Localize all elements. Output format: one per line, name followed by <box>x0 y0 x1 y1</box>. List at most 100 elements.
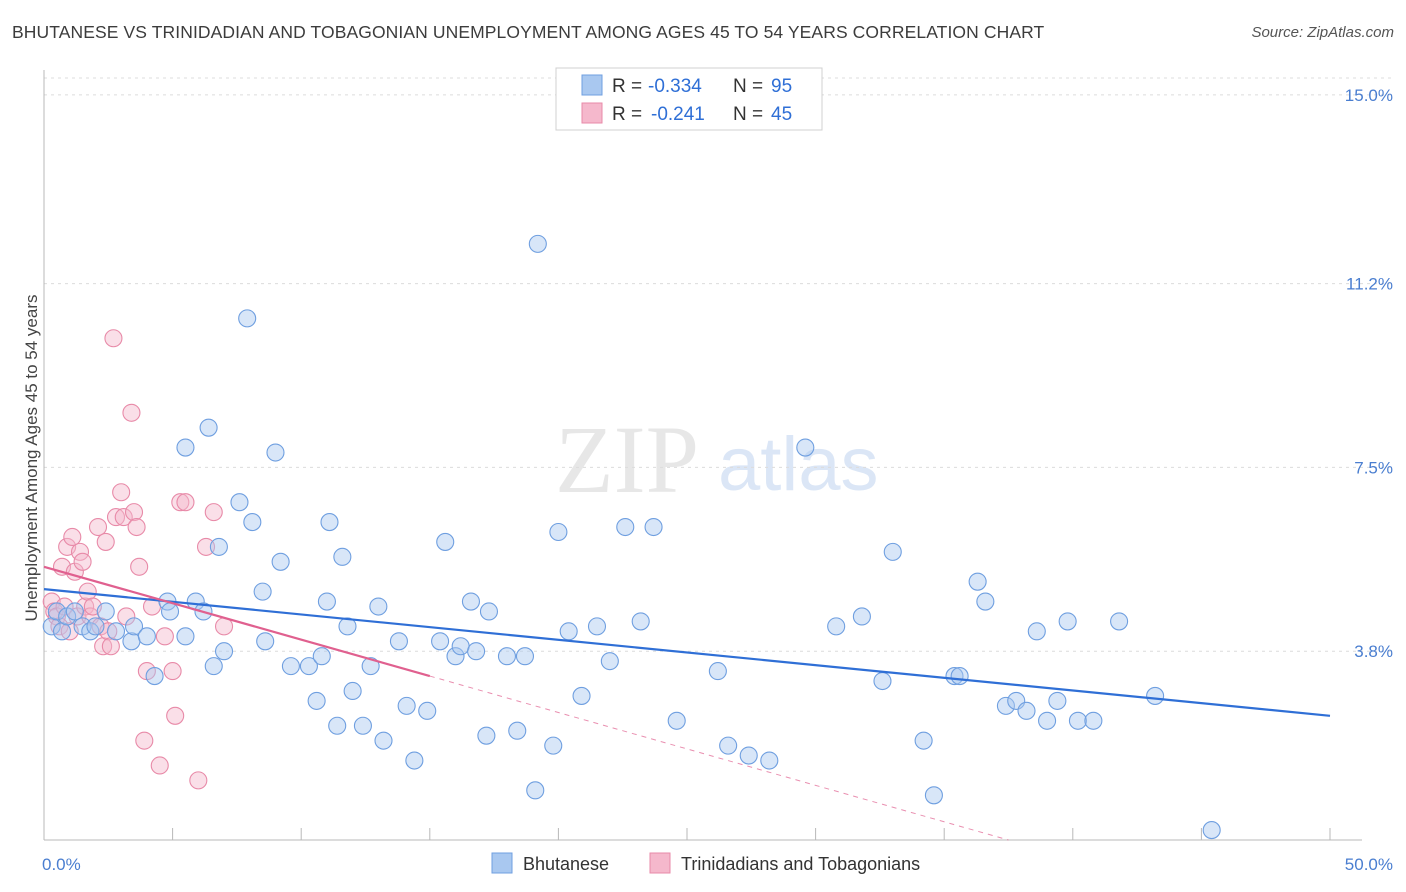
bhutanese-point <box>467 642 486 661</box>
bhutanese-point <box>266 443 285 462</box>
bhutanese-point <box>214 642 234 661</box>
x-tick-label-max: 50.0% <box>1345 855 1393 874</box>
trinidadian-point <box>114 508 133 527</box>
bhutanese-point <box>281 657 300 676</box>
bhutanese-point <box>1146 686 1165 705</box>
bhutanese-point <box>145 667 164 686</box>
trinidadian-point <box>135 731 154 750</box>
bhutanese-point <box>528 234 547 253</box>
y-tick-labels: 3.8% 7.5% 11.2% 15.0% <box>1345 86 1393 661</box>
bottom-legend-label-trinidadian[interactable]: Trinidadians and Tobagonians <box>681 854 920 874</box>
trinidadian-point <box>117 607 136 626</box>
legend-r-value-2: -0.241 <box>651 104 705 125</box>
trinidadian-point <box>204 503 223 522</box>
bhutanese-point <box>827 617 846 636</box>
bhutanese-point <box>374 731 393 750</box>
bhutanese-point <box>204 657 223 676</box>
trend-lines <box>43 565 1331 841</box>
bhutanese-point <box>950 667 969 686</box>
bhutanese-point <box>96 602 115 621</box>
bhutanese-point <box>199 418 218 437</box>
bhutanese-point <box>338 617 357 636</box>
legend-n-label-1: N = <box>733 76 763 97</box>
y-tick-label: 11.2% <box>1346 275 1393 294</box>
watermark-zip: ZIP <box>555 406 699 513</box>
legend-swatch-trinidadian <box>581 102 603 124</box>
bhutanese-point <box>1068 711 1087 730</box>
trinidadian-point <box>68 607 87 626</box>
bhutanese-point <box>667 711 686 730</box>
chart-source: Source: ZipAtlas.com <box>1251 24 1394 41</box>
bhutanese-point <box>328 716 347 735</box>
bhutanese-point <box>644 517 663 537</box>
trinidadian-trend-line <box>43 565 431 678</box>
bhutanese-point <box>160 602 180 621</box>
bhutanese-trend-line <box>43 588 1331 717</box>
bhutanese-point <box>137 627 156 646</box>
trinidadian-point <box>127 517 146 537</box>
bhutanese-point <box>873 671 892 691</box>
bhutanese-point <box>515 647 535 666</box>
bhutanese-point <box>572 686 591 705</box>
bhutanese-point <box>312 647 331 666</box>
bhutanese-point <box>353 716 372 735</box>
bhutanese-point <box>397 696 416 715</box>
bhutanese-point <box>479 602 499 621</box>
trinidadian-point <box>124 503 144 522</box>
bhutanese-point <box>976 592 995 611</box>
trinidadian-point <box>50 617 69 636</box>
trinidadian-point <box>104 329 123 348</box>
bhutanese-point <box>1058 612 1077 631</box>
trinidadian-point <box>196 537 216 556</box>
bhutanese-point <box>431 632 450 651</box>
bhutanese-point <box>320 513 339 532</box>
bhutanese-point <box>176 438 195 457</box>
bottom-legend-swatch-trinidadian[interactable] <box>649 852 671 874</box>
trinidadian-point <box>155 627 174 646</box>
bhutanese-point <box>587 617 607 636</box>
gridlines <box>44 77 1392 652</box>
legend-n-value-1: 95 <box>771 76 792 97</box>
correlation-legend: R = -0.334 N = 95 R = -0.241 N = 45 <box>555 67 823 131</box>
bhutanese-point <box>796 438 815 457</box>
bhutanese-point <box>446 647 465 666</box>
trinidadian-point <box>130 557 149 576</box>
trinidadian-point <box>171 493 190 512</box>
bhutanese-point <box>1110 612 1129 631</box>
bottom-legend-label-bhutanese[interactable]: Bhutanese <box>523 854 609 874</box>
bhutanese-point <box>914 731 933 750</box>
bhutanese-point <box>256 632 275 651</box>
trinidadian-point <box>166 706 185 725</box>
bhutanese-point <box>238 309 257 328</box>
trinidadian-point <box>163 662 182 681</box>
bhutanese-point <box>361 657 380 676</box>
trinidadian-point <box>88 517 108 537</box>
bhutanese-point <box>1027 622 1046 641</box>
trinidadian-point <box>122 403 141 422</box>
bhutanese-point <box>883 542 902 561</box>
bhutanese-point <box>418 701 437 720</box>
bhutanese-point <box>559 622 578 641</box>
bhutanese-point <box>1038 711 1057 730</box>
series-legend: Bhutanese Trinidadians and Tobagonians <box>491 852 920 874</box>
y-tick-label: 15.0% <box>1345 86 1393 105</box>
watermark: ZIP atlas <box>555 406 879 513</box>
legend-n-value-2: 45 <box>771 104 792 125</box>
y-tick-label: 7.5% <box>1354 458 1393 477</box>
bhutanese-point <box>852 607 871 626</box>
bhutanese-point <box>106 622 126 641</box>
series-bhutanese-points <box>42 234 1221 840</box>
bottom-legend-swatch-bhutanese[interactable] <box>491 852 513 874</box>
bhutanese-point <box>253 582 272 601</box>
bhutanese-point <box>209 537 228 556</box>
bhutanese-point <box>1048 691 1067 710</box>
bhutanese-point <box>996 696 1015 715</box>
bhutanese-point <box>461 592 481 611</box>
bhutanese-point <box>317 592 336 611</box>
legend-r-label-2: R = <box>612 104 642 125</box>
bhutanese-point <box>307 691 326 710</box>
bhutanese-point <box>369 597 388 616</box>
bhutanese-point <box>1202 821 1221 840</box>
trinidadian-point <box>96 532 115 551</box>
